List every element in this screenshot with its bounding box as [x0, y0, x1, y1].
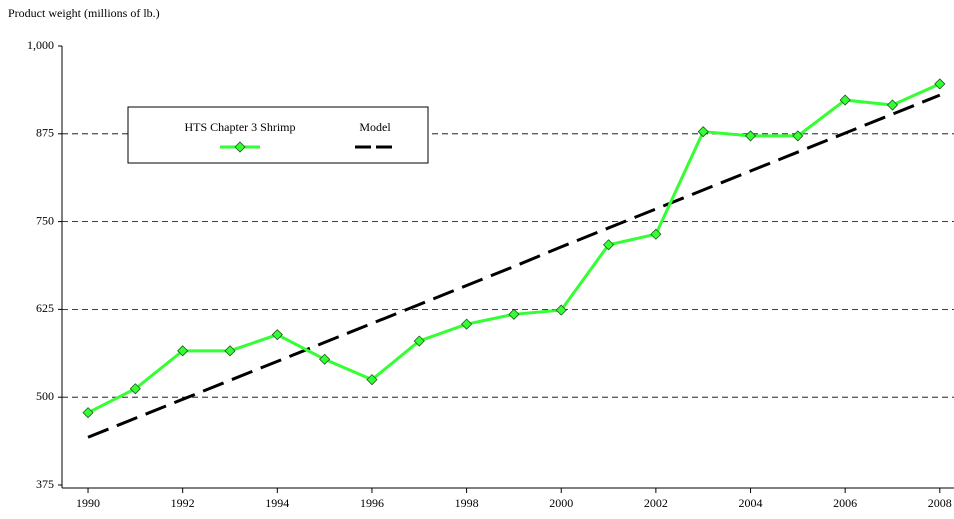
data-point [319, 353, 331, 365]
y-tick-label: 750 [36, 213, 54, 227]
legend-label: HTS Chapter 3 Shrimp [185, 120, 296, 134]
data-point [129, 383, 141, 395]
y-tick-label: 1,000 [27, 38, 54, 52]
data-point [82, 407, 94, 419]
data-point [792, 130, 804, 142]
y-tick-label: 875 [36, 126, 54, 140]
x-tick-label: 1992 [171, 496, 195, 510]
y-tick-label: 625 [36, 301, 54, 315]
x-tick-label: 1996 [360, 496, 384, 510]
x-tick-label: 2008 [928, 496, 952, 510]
data-point [650, 228, 662, 240]
data-point [224, 345, 236, 357]
data-point [413, 335, 425, 347]
data-point [461, 318, 473, 330]
data-point [271, 329, 283, 341]
x-tick-label: 1998 [455, 496, 479, 510]
data-point [366, 374, 378, 386]
legend-box [127, 106, 429, 164]
legend-label: Model [359, 120, 391, 134]
x-tick-label: 1994 [265, 496, 289, 510]
data-point [839, 94, 851, 106]
data-point [177, 345, 189, 357]
data-point [744, 130, 757, 142]
x-tick-label: 2006 [833, 496, 857, 510]
x-tick-label: 1990 [76, 496, 100, 510]
series-line [87, 93, 941, 439]
y-tick-label: 500 [36, 389, 54, 403]
data-point [508, 308, 520, 320]
legend-marker [234, 141, 246, 153]
data-point [697, 126, 709, 138]
data-point [886, 99, 899, 111]
y-axis-label: Product weight (millions of lb.) [8, 6, 160, 20]
data-point [934, 78, 946, 90]
data-point [602, 239, 615, 251]
x-tick-label: 2000 [549, 496, 573, 510]
data-point [555, 304, 567, 316]
x-tick-label: 2002 [644, 496, 668, 510]
x-tick-label: 2004 [739, 496, 763, 510]
y-tick-label: 375 [36, 477, 54, 491]
